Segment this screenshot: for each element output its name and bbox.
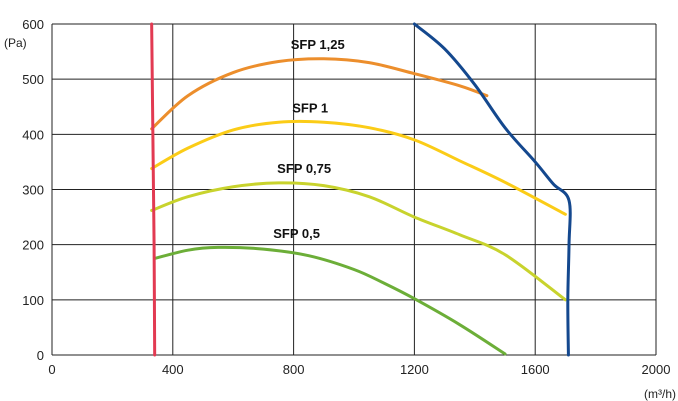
x-axis: 0 400 800 1200 1600 2000: [48, 362, 670, 377]
y-axis: 0 100 200 300 400 500 600: [22, 17, 44, 363]
x-tick-label: 1200: [400, 362, 429, 377]
y-tick-label: 100: [22, 293, 44, 308]
curve-label: SFP 1: [292, 100, 328, 115]
curve-label: SFP 1,25: [291, 37, 345, 52]
x-tick-label: 2000: [642, 362, 671, 377]
x-tick-label: 400: [162, 362, 184, 377]
x-tick-label: 800: [283, 362, 305, 377]
y-tick-label: 600: [22, 17, 44, 32]
x-tick-label: 1600: [521, 362, 550, 377]
curve-label: SFP 0,5: [273, 226, 320, 241]
series-line-min-limit: [150, 22, 157, 357]
curve-labels: SFP 1,25 SFP 1 SFP 0,75 SFP 0,5: [273, 37, 344, 241]
series-group: [150, 22, 572, 357]
y-unit-label: (Pa): [4, 36, 27, 50]
series-line-sfp-1: [150, 119, 567, 216]
series-line-sfp-0-75: [150, 181, 567, 302]
series-line-sfp-1-25: [150, 57, 489, 131]
series-line-sfp-0-5: [153, 245, 507, 356]
y-tick-label: 400: [22, 127, 44, 142]
y-tick-label: 0: [37, 348, 44, 363]
y-tick-label: 200: [22, 238, 44, 253]
series-line-max-limit: [412, 22, 572, 357]
y-tick-label: 300: [22, 183, 44, 198]
grid: [51, 23, 657, 356]
x-unit-label: (m³/h): [644, 387, 676, 401]
x-tick-label: 0: [48, 362, 55, 377]
y-tick-label: 500: [22, 72, 44, 87]
curve-label: SFP 0,75: [277, 161, 331, 176]
